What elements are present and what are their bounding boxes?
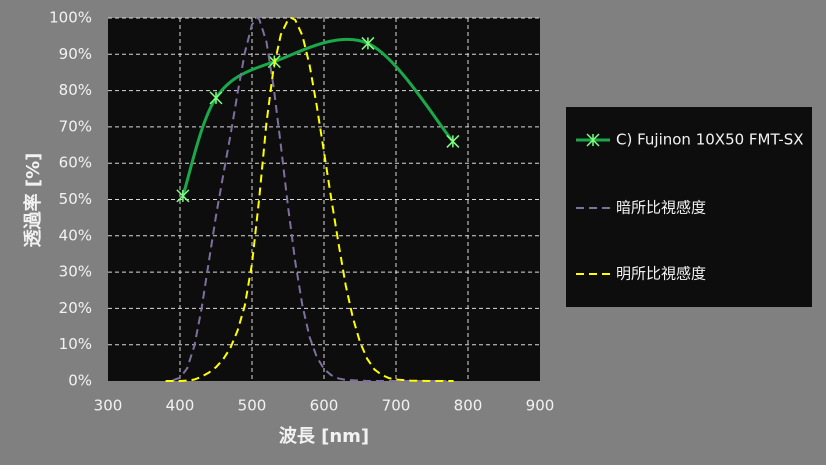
y-tick-label: 10% xyxy=(59,335,92,353)
series-line xyxy=(165,16,454,382)
x-axis-label: 波長 [nm] xyxy=(279,425,369,447)
y-tick-label: 30% xyxy=(59,263,92,281)
legend-label: 暗所比視感度 xyxy=(616,199,706,217)
x-tick-label: 700 xyxy=(382,397,411,415)
marker xyxy=(176,189,190,203)
marker xyxy=(446,134,460,148)
y-axis-label: 透過率 [%] xyxy=(22,153,44,248)
x-tick-label: 400 xyxy=(166,397,195,415)
x-tick-label: 900 xyxy=(526,397,555,415)
y-tick-label: 20% xyxy=(59,299,92,317)
y-tick-label: 60% xyxy=(59,154,92,172)
legend-marker xyxy=(586,133,600,147)
x-tick-label: 300 xyxy=(94,397,123,415)
y-tick-label: 100% xyxy=(49,9,92,27)
y-tick-label: 90% xyxy=(59,45,92,63)
marker xyxy=(209,91,223,105)
series-line xyxy=(181,37,455,197)
y-tick-label: 50% xyxy=(59,190,92,208)
marker xyxy=(361,36,375,50)
y-tick-label: 70% xyxy=(59,117,92,135)
x-tick-label: 500 xyxy=(238,397,267,415)
y-tick-label: 0% xyxy=(68,372,92,390)
y-tick-label: 80% xyxy=(59,81,92,99)
legend-label: C) Fujinon 10X50 FMT-SX xyxy=(616,131,804,149)
x-tick-label: 800 xyxy=(454,397,483,415)
x-tick-label: 600 xyxy=(310,397,339,415)
legend-label: 明所比視感度 xyxy=(616,265,706,283)
series-line xyxy=(172,16,447,382)
y-tick-label: 40% xyxy=(59,226,92,244)
